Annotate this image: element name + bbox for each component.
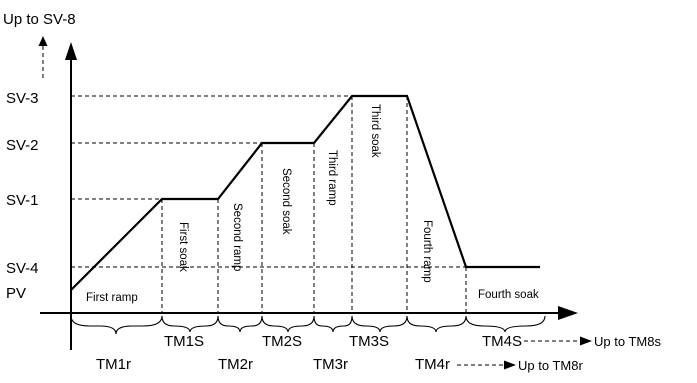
level-label-sv2: SV-2 (6, 137, 39, 154)
time-braces (70, 315, 546, 335)
segment-label-third-ramp: Third ramp (326, 150, 338, 206)
segment-label-fourth-soak: Fourth soak (478, 289, 539, 301)
segment-label-third-soak: Third soak (369, 104, 381, 158)
y-axis-arrow-icon (65, 42, 77, 60)
dashed-up-arrow-icon (38, 36, 48, 78)
y-axis (65, 42, 77, 350)
level-label-sv1: SV-1 (6, 192, 39, 209)
segment-label-second-ramp: Second ramp (231, 203, 243, 271)
level-label-sv4: SV-4 (6, 260, 39, 277)
timer-label-tm1r: TM1r (96, 356, 131, 373)
soak-continuation-arrow-icon (524, 336, 592, 346)
soak-continuation-label: Up to TM8s (594, 334, 661, 349)
timer-label-tm2r: TM2r (218, 356, 253, 373)
y-axis-top-label: Up to SV-8 (3, 11, 76, 28)
timer-label-tm2s: TM2S (262, 333, 302, 350)
temperature-profile (70, 94, 540, 291)
x-axis-arrow-icon (558, 306, 578, 320)
timer-label-tm3s: TM3S (349, 333, 389, 350)
ramp-continuation-arrow-icon (457, 360, 516, 370)
level-guides (71, 95, 466, 268)
timer-label-tm4r: TM4r (415, 356, 450, 373)
segment-label-second-soak: Second soak (280, 168, 292, 235)
segment-dividers (161, 96, 467, 313)
level-label-pv: PV (6, 285, 26, 302)
ramp-continuation-label: Up to TM8r (518, 358, 583, 373)
x-axis (40, 306, 578, 320)
timer-label-tm4s: TM4S (482, 333, 522, 350)
segment-label-first-ramp: First ramp (86, 292, 138, 304)
segment-label-fourth-ramp: Fourth ramp (421, 220, 433, 283)
timer-label-tm1s: TM1S (164, 333, 204, 350)
timer-label-tm3r: TM3r (313, 356, 348, 373)
level-label-sv3: SV-3 (6, 90, 39, 107)
segment-label-first-soak: First soak (177, 222, 189, 272)
